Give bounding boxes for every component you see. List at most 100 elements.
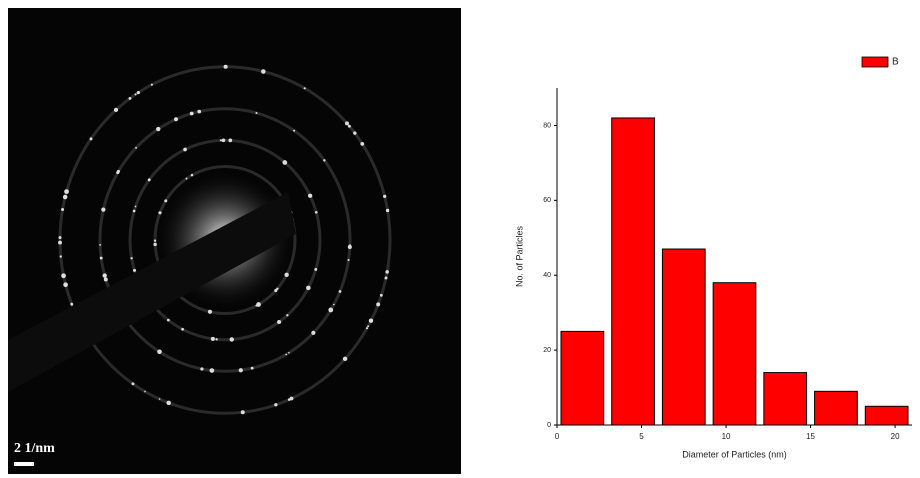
diffraction-spot (117, 170, 120, 173)
diffraction-spot (386, 209, 389, 212)
diffraction-spot (284, 273, 288, 277)
diffraction-spot (183, 148, 187, 152)
diffraction-spot (304, 87, 306, 89)
diffraction-spot (369, 319, 373, 323)
diffraction-spot (64, 189, 69, 194)
diffraction-spot (114, 108, 118, 112)
diffraction-spot (153, 243, 156, 246)
diffraction-spot (133, 269, 136, 272)
x-tick-label: 5 (639, 432, 644, 441)
diffraction-spot (104, 277, 108, 281)
diffraction-spot (101, 208, 105, 212)
diffraction-spot (315, 211, 318, 214)
diffraction-spot (306, 286, 311, 291)
diffraction-spot (239, 369, 242, 372)
diffraction-spot (151, 84, 153, 86)
diffraction-spot (154, 239, 156, 241)
diffraction-spot (348, 125, 351, 128)
diffraction-spot (167, 319, 170, 322)
x-tick-label: 10 (722, 432, 731, 441)
diffraction-spot (211, 337, 215, 341)
diffraction-spot (61, 273, 66, 278)
diffraction-spot (328, 308, 333, 313)
bar (713, 283, 756, 425)
diffraction-spot (148, 178, 151, 181)
diffraction-spot (251, 367, 254, 370)
diffraction-spot (63, 282, 68, 287)
diffraction-spot (385, 277, 388, 280)
y-tick-label: 20 (543, 347, 551, 354)
diffraction-spot (286, 314, 288, 316)
bar (764, 373, 807, 425)
diffraction-spot (376, 302, 380, 306)
diffraction-spot (130, 257, 132, 259)
diffraction-spot (129, 97, 132, 100)
legend-swatch (862, 57, 888, 67)
y-tick-label: 60 (543, 197, 551, 204)
diffraction-spot (58, 241, 62, 245)
diffraction-spot (256, 302, 261, 307)
diffraction-spot (261, 69, 266, 74)
diffraction-spot (174, 117, 178, 121)
diffraction-spot (255, 112, 257, 114)
diffraction-spot (385, 270, 389, 274)
diffraction-spot (348, 245, 352, 249)
diffraction-spot (181, 328, 184, 331)
bar (561, 331, 604, 425)
diffraction-spot (343, 357, 347, 361)
diffraction-spot (230, 337, 234, 341)
diffraction-spot (59, 236, 62, 239)
diffraction-spot (228, 139, 232, 143)
diffraction-spot (159, 398, 161, 400)
diffraction-spot (158, 211, 161, 214)
diffraction-spot (323, 159, 325, 161)
diffraction-spot (366, 327, 368, 329)
diffraction-spot (380, 294, 383, 297)
diffraction-spot (353, 131, 356, 134)
diffraction-spot (100, 257, 103, 260)
diffraction-spot (190, 112, 194, 116)
bar (662, 249, 705, 425)
diffraction-spot (71, 303, 73, 305)
diffraction-spot (210, 369, 213, 372)
legend-label: B (892, 57, 899, 68)
diffraction-spot (133, 210, 136, 213)
diffraction-spot (290, 397, 294, 401)
diffraction-spot (135, 147, 137, 149)
x-tick-label: 20 (891, 432, 900, 441)
diffraction-spot (137, 91, 140, 94)
diffraction-spot (144, 391, 146, 393)
diffraction-spot (222, 138, 226, 142)
diffraction-spot (339, 290, 342, 293)
y-tick-label: 0 (547, 422, 551, 429)
y-tick-label: 80 (543, 122, 551, 129)
diffraction-spot (166, 401, 171, 406)
diffraction-spot (314, 268, 317, 271)
diffraction-spot (274, 403, 277, 406)
diffraction-spot (277, 320, 281, 324)
x-axis-label: Diameter of Particles (nm) (682, 449, 787, 459)
diffraction-spot (308, 194, 312, 198)
y-tick-label: 40 (543, 272, 551, 279)
diffraction-spot (293, 130, 295, 132)
diffraction-spot (282, 160, 287, 165)
diffraction-spot (345, 121, 349, 125)
diffraction-spot (347, 259, 349, 261)
scale-label: 2 1/nm (14, 441, 55, 456)
diffraction-spot (60, 255, 62, 257)
page: 2 1/nm 02040608005101520Diameter of Part… (0, 0, 920, 478)
diffraction-spot (224, 65, 228, 69)
y-axis-label: No. of Particles (514, 225, 524, 287)
diffraction-spot (197, 110, 201, 114)
diffraction-spot (215, 338, 217, 340)
diffraction-spot (61, 208, 64, 211)
diffraction-spot (99, 244, 101, 246)
diffraction-spot (90, 137, 93, 140)
diffraction-spot (288, 352, 290, 354)
diffraction-spot (311, 331, 315, 335)
bar (865, 406, 908, 425)
bar (612, 118, 655, 425)
diffraction-spot (383, 195, 386, 198)
x-tick-label: 15 (806, 432, 815, 441)
diffraction-spot (157, 349, 162, 354)
